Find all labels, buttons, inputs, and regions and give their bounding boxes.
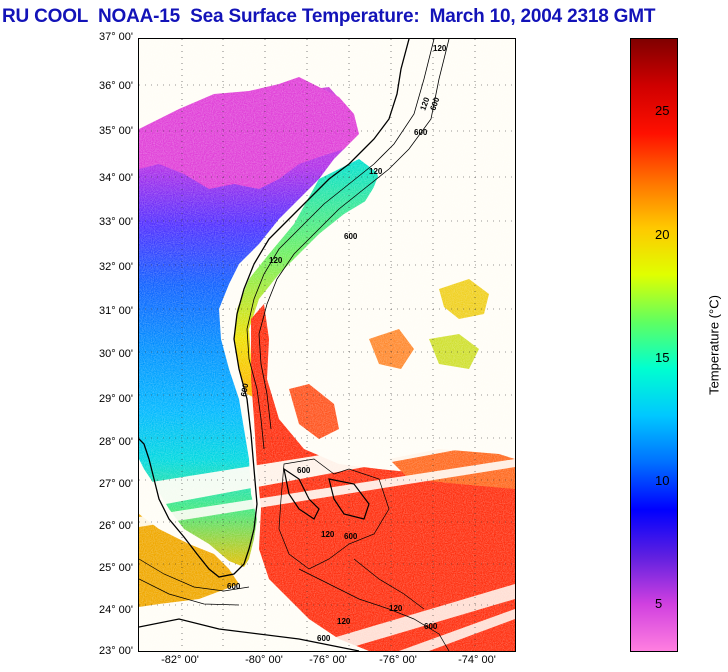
depth-label: 120 xyxy=(433,44,447,53)
depth-label: 600 xyxy=(428,96,441,112)
cuba-outline xyxy=(139,618,360,651)
coastline xyxy=(139,39,410,578)
depth-label: 120 xyxy=(418,96,431,112)
lat-label: 37° 00' xyxy=(98,31,133,43)
colorbar-tick: 20 xyxy=(655,227,670,242)
lat-label: 29° 00' xyxy=(98,393,133,405)
colorbar-tick: 10 xyxy=(655,473,670,488)
colorbar-tick: 15 xyxy=(655,350,670,365)
lat-label: 34° 00' xyxy=(98,172,133,184)
lat-label: 31° 00' xyxy=(98,305,133,317)
depth-label: 600 xyxy=(344,532,358,541)
lon-label: -76° 00' xyxy=(379,654,417,666)
colorbar-tick: 25 xyxy=(655,103,670,118)
lon-label: -80° 00' xyxy=(245,654,283,666)
isobath-bahamas xyxy=(353,558,425,610)
depth-label: 600 xyxy=(414,128,428,137)
lat-label: 23° 00' xyxy=(98,645,133,657)
lat-label: 24° 00' xyxy=(98,604,133,616)
depth-label: 120 xyxy=(337,617,351,626)
sst-map: 120 600 120 600 120 600 120 600 600 120 … xyxy=(138,38,516,652)
depth-label: 120 xyxy=(369,167,383,176)
lon-label: -82° 00' xyxy=(161,654,199,666)
lon-label: -76° 00' xyxy=(309,654,347,666)
depth-label: 120 xyxy=(389,604,403,613)
depth-label: 600 xyxy=(239,382,250,397)
colorbar-label: Temperature (°C) xyxy=(706,295,722,395)
depth-label: 120 xyxy=(321,530,335,539)
colorbar-tick: 5 xyxy=(655,596,663,611)
lat-label: 33° 00' xyxy=(98,216,133,228)
lat-label: 25° 00' xyxy=(98,562,133,574)
isobath-120 xyxy=(246,39,435,450)
page-title: RU COOL NOAA-15 Sea Surface Temperature:… xyxy=(2,6,656,27)
lat-label: 35° 00' xyxy=(98,125,133,137)
lat-label: 32° 00' xyxy=(98,261,133,273)
lon-label: -74° 00' xyxy=(458,654,496,666)
grid-lines xyxy=(139,39,515,651)
isobath-600 xyxy=(258,39,450,430)
depth-label: 120 xyxy=(269,256,283,265)
depth-label: 600 xyxy=(424,622,438,631)
depth-label: 600 xyxy=(227,582,241,591)
isobath-bahamas xyxy=(278,458,390,570)
depth-label: 600 xyxy=(297,466,311,475)
depth-label: 600 xyxy=(317,634,331,643)
isobath-gulf xyxy=(139,558,250,592)
isobath-bahamas xyxy=(298,568,450,651)
lat-label: 26° 00' xyxy=(98,520,133,532)
isobath-gulf xyxy=(139,578,240,606)
lat-label: 28° 00' xyxy=(98,436,133,448)
depth-label: 600 xyxy=(344,232,358,241)
lat-label: 30° 00' xyxy=(98,348,133,360)
bahamas-outline xyxy=(328,478,370,520)
lat-label: 36° 00' xyxy=(98,80,133,92)
lat-label: 27° 00' xyxy=(98,478,133,490)
temperature-colorbar xyxy=(630,38,678,652)
bahamas-outline xyxy=(283,467,320,520)
